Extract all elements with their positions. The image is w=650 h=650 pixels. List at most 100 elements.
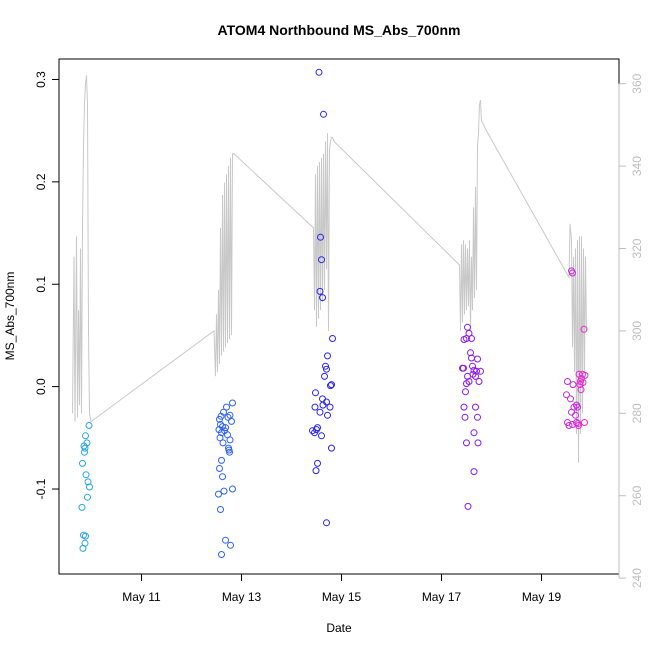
- data-point: [218, 456, 225, 464]
- data-point: [318, 432, 325, 440]
- data-point: [563, 391, 570, 399]
- data-point: [228, 417, 235, 425]
- data-point: [565, 422, 573, 429]
- data-point: [328, 381, 335, 389]
- x-tick-label: May 15: [322, 590, 362, 604]
- data-point: [226, 436, 234, 444]
- y-tick-label: 0.1: [34, 276, 48, 293]
- data-point: [217, 421, 224, 428]
- data-point: [462, 388, 469, 396]
- y-tick-label: 0.0: [34, 378, 48, 395]
- data-point: [321, 372, 328, 380]
- data-point: [79, 459, 86, 467]
- right-y-tick-label: 260: [630, 485, 644, 505]
- data-point: [217, 506, 224, 513]
- data-point: [575, 422, 582, 429]
- points-layer: [78, 68, 589, 558]
- data-point: [323, 519, 330, 527]
- data-point: [475, 378, 483, 385]
- data-point: [222, 424, 229, 432]
- data-point: [470, 468, 478, 476]
- data-point: [472, 372, 479, 380]
- data-point: [222, 536, 229, 544]
- data-point: [577, 386, 585, 394]
- data-point: [460, 403, 468, 411]
- data-point: [309, 427, 316, 435]
- data-point: [581, 419, 588, 426]
- right-y-tick-label: 280: [630, 403, 644, 423]
- data-point: [79, 544, 87, 552]
- data-point: [85, 422, 93, 429]
- data-point: [580, 325, 588, 333]
- data-point: [316, 287, 324, 295]
- data-point: [467, 349, 474, 357]
- right-y-tick-label: 300: [630, 321, 644, 341]
- data-point: [82, 432, 89, 440]
- data-point: [315, 68, 323, 76]
- data-point: [316, 408, 324, 416]
- data-point: [470, 429, 478, 437]
- data-point: [84, 478, 92, 486]
- data-point: [464, 323, 471, 331]
- data-point: [318, 256, 325, 264]
- data-point: [327, 382, 334, 390]
- data-point: [461, 413, 469, 421]
- data-point: [472, 403, 479, 411]
- x-tick-label: May 17: [422, 590, 462, 604]
- data-point: [469, 362, 476, 370]
- data-point: [224, 413, 232, 421]
- data-point: [324, 352, 331, 360]
- data-point: [574, 403, 581, 411]
- secondary-series-layer: [72, 75, 587, 463]
- y-axis-label: MS_Abs_700nm: [3, 272, 17, 361]
- data-point: [322, 362, 329, 370]
- x-tick-label: May 13: [222, 590, 262, 604]
- data-point: [229, 399, 236, 407]
- data-point: [319, 401, 327, 409]
- right-y-tick-label: 320: [630, 238, 644, 258]
- data-point: [567, 395, 574, 403]
- right-y-tick-label: 340: [630, 156, 644, 176]
- data-point: [86, 483, 93, 491]
- data-point: [460, 364, 467, 372]
- data-point: [312, 389, 319, 397]
- data-point: [464, 372, 471, 380]
- data-point: [474, 413, 481, 421]
- data-point: [319, 395, 326, 403]
- data-point: [569, 269, 576, 277]
- right-y-axis: 240 260 280 300 320 340 360: [618, 73, 644, 588]
- data-point: [477, 367, 484, 375]
- data-point: [460, 336, 468, 343]
- data-point: [82, 471, 90, 479]
- data-point: [216, 415, 223, 423]
- data-point: [319, 294, 326, 302]
- data-point: [463, 439, 470, 447]
- data-point: [474, 439, 482, 447]
- right-y-tick-label: 240: [630, 568, 644, 588]
- data-point: [78, 503, 86, 511]
- data-point: [564, 378, 571, 385]
- data-point: [463, 380, 470, 388]
- data-point: [328, 444, 335, 452]
- data-point: [576, 381, 584, 389]
- x-axis: May 11 May 13 May 15 May 17 May 19: [122, 573, 562, 604]
- data-point: [311, 403, 319, 411]
- data-point: [223, 403, 230, 411]
- data-point: [568, 408, 575, 416]
- x-tick-label: May 11: [122, 590, 161, 604]
- data-point: [215, 490, 222, 498]
- data-point: [82, 532, 89, 540]
- data-point: [219, 473, 226, 481]
- data-point: [329, 335, 336, 342]
- secondary-series-line: [72, 75, 587, 463]
- data-point: [314, 459, 321, 467]
- right-y-tick-label: 360: [630, 73, 644, 93]
- data-point: [323, 365, 330, 373]
- data-point: [578, 374, 585, 382]
- data-point: [474, 355, 481, 363]
- data-point: [226, 448, 233, 456]
- data-point: [218, 429, 225, 437]
- y-tick-label: 0.2: [34, 173, 48, 190]
- data-point: [81, 448, 88, 456]
- x-tick-label: May 19: [522, 590, 562, 604]
